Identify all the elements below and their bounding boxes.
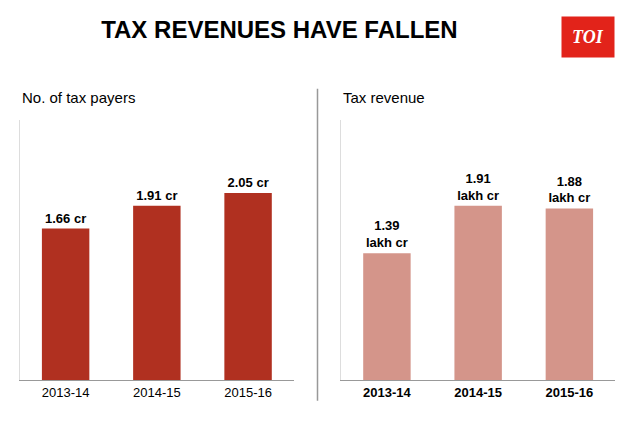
- svg-text:TAX REVENUES HAVE FALLEN: TAX REVENUES HAVE FALLEN: [101, 16, 457, 43]
- svg-text:2014-15: 2014-15: [454, 385, 502, 400]
- svg-text:2013-14: 2013-14: [42, 385, 90, 400]
- svg-text:2.05 cr: 2.05 cr: [227, 175, 268, 190]
- svg-text:2013-14: 2013-14: [363, 385, 411, 400]
- svg-text:Tax revenue: Tax revenue: [343, 89, 425, 106]
- svg-text:2015-16: 2015-16: [546, 385, 594, 400]
- svg-text:1.39lakh cr: 1.39lakh cr: [366, 218, 408, 250]
- svg-text:1.91lakh cr: 1.91lakh cr: [457, 171, 499, 203]
- svg-text:1.88lakh cr: 1.88lakh cr: [548, 174, 590, 206]
- svg-text:2014-15: 2014-15: [133, 385, 181, 400]
- svg-text:2015-16: 2015-16: [224, 385, 272, 400]
- svg-text:1.66 cr: 1.66 cr: [45, 211, 86, 226]
- svg-text:1.91 cr: 1.91 cr: [136, 188, 177, 203]
- svg-text:No. of tax payers: No. of tax payers: [22, 89, 135, 106]
- svg-text:TOI: TOI: [572, 27, 604, 47]
